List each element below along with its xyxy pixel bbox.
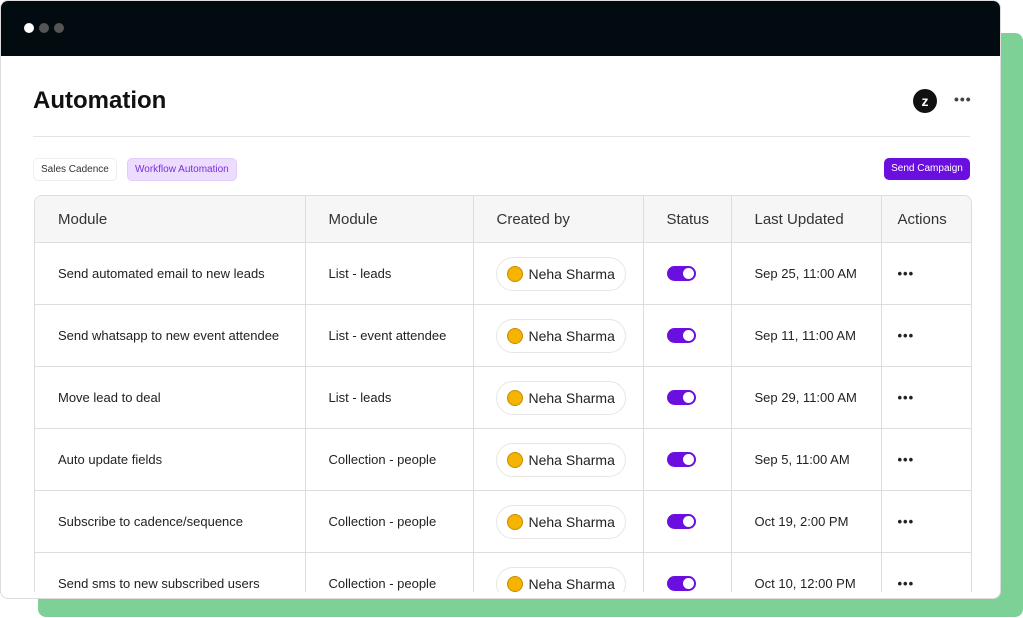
module-name: Send sms to new subscribed users: [35, 552, 306, 592]
column-header: Last Updated: [731, 196, 882, 243]
actions-menu[interactable]: •••: [897, 452, 915, 467]
avatar: [506, 327, 523, 344]
column-header: Module: [35, 196, 306, 243]
window: Automation z ••• Sales Cadence Workflow …: [0, 0, 1001, 599]
avatar: [506, 513, 523, 530]
actions-cell: •••: [881, 242, 971, 305]
creator-name: Neha Sharma: [528, 451, 615, 468]
module-source: List - leads: [305, 366, 474, 429]
column-header: Created by: [473, 196, 644, 243]
creator-cell: Neha Sharma: [473, 366, 644, 429]
creator-cell: Neha Sharma: [473, 552, 644, 592]
actions-cell: •••: [881, 304, 971, 367]
table-row[interactable]: Send whatsapp to new event attendee List …: [35, 304, 971, 367]
table-row[interactable]: Send sms to new subscribed users Collecti…: [35, 552, 971, 592]
creator-cell: Neha Sharma: [473, 428, 644, 491]
creator-name: Neha Sharma: [528, 265, 615, 282]
module-name: Auto update fields: [35, 428, 306, 491]
window-dot: [39, 23, 49, 33]
actions-menu[interactable]: •••: [897, 328, 915, 343]
module-source: List - leads: [305, 242, 474, 305]
status-cell: [643, 428, 732, 491]
title-bar: [1, 1, 1000, 56]
status-toggle[interactable]: [666, 266, 696, 281]
creator-pill: Neha Sharma: [495, 256, 626, 291]
actions-cell: •••: [881, 366, 971, 429]
column-header: Actions: [881, 196, 971, 243]
tab[interactable]: Sales Cadence: [33, 158, 117, 181]
module-source: Collection - people: [305, 428, 474, 491]
creator-cell: Neha Sharma: [473, 242, 644, 305]
module-source: List - event attendee: [305, 304, 474, 367]
actions-cell: •••: [881, 490, 971, 553]
send-campaign-button[interactable]: Send Campaign: [884, 158, 970, 180]
page-title: Automation: [33, 87, 167, 114]
creator-pill: Neha Sharma: [495, 504, 626, 539]
last-updated: Sep 25, 11:00 AM: [731, 242, 882, 305]
status-toggle[interactable]: [666, 452, 696, 467]
creator-pill: Neha Sharma: [495, 442, 626, 477]
avatar: [506, 451, 523, 468]
table-row[interactable]: Auto update fields Collection - people Neh…: [35, 428, 971, 491]
actions-menu[interactable]: •••: [897, 390, 915, 405]
avatar: [506, 265, 523, 282]
window-dot: [24, 23, 34, 33]
tab-active[interactable]: Workflow Automation: [127, 158, 237, 181]
divider: [33, 136, 970, 137]
status-cell: [643, 490, 732, 553]
status-cell: [643, 552, 732, 592]
table-container: Module Module Created by Status Last Updated…: [34, 195, 972, 592]
actions-menu[interactable]: •••: [897, 514, 915, 529]
automation-table: Module Module Created by Status Last Updated…: [35, 196, 971, 592]
creator-cell: Neha Sharma: [473, 304, 644, 367]
status-toggle[interactable]: [666, 514, 696, 529]
last-updated: Sep 11, 11:00 AM: [731, 304, 882, 367]
table-row[interactable]: Send automated email to new leads List - …: [35, 242, 971, 305]
module-name: Send whatsapp to new event attendee: [35, 304, 306, 367]
window-dot: [54, 23, 64, 33]
status-toggle[interactable]: [666, 390, 696, 405]
creator-pill: Neha Sharma: [495, 380, 626, 415]
column-header: Module: [305, 196, 474, 243]
module-name: Send automated email to new leads: [35, 242, 306, 305]
module-name: Subscribe to cadence/sequence: [35, 490, 306, 553]
creator-pill: Neha Sharma: [495, 566, 626, 592]
status-toggle[interactable]: [666, 328, 696, 343]
actions-cell: •••: [881, 428, 971, 491]
module-name: Move lead to deal: [35, 366, 306, 429]
column-header: Status: [643, 196, 732, 243]
creator-pill: Neha Sharma: [495, 318, 626, 353]
status-cell: [643, 242, 732, 305]
last-updated: Oct 19, 2:00 PM: [731, 490, 882, 553]
last-updated: Oct 10, 12:00 PM: [731, 552, 882, 592]
header-row: Module Module Created by Status Last Updated…: [35, 196, 971, 243]
status-toggle[interactable]: [666, 576, 696, 591]
actions-menu[interactable]: •••: [897, 576, 915, 591]
creator-name: Neha Sharma: [528, 389, 615, 406]
creator-name: Neha Sharma: [528, 575, 615, 592]
status-cell: [643, 304, 732, 367]
last-updated: Sep 5, 11:00 AM: [731, 428, 882, 491]
module-source: Collection - people: [305, 552, 474, 592]
avatar: [506, 389, 523, 406]
actions-menu[interactable]: •••: [897, 266, 915, 281]
creator-name: Neha Sharma: [528, 327, 615, 344]
logo[interactable]: z: [913, 89, 937, 113]
avatar: [506, 575, 523, 592]
creator-name: Neha Sharma: [528, 513, 615, 530]
creator-cell: Neha Sharma: [473, 490, 644, 553]
table-row[interactable]: Subscribe to cadence/sequence Collection …: [35, 490, 971, 553]
more-menu[interactable]: •••: [954, 91, 972, 107]
last-updated: Sep 29, 11:00 AM: [731, 366, 882, 429]
module-source: Collection - people: [305, 490, 474, 553]
actions-cell: •••: [881, 552, 971, 592]
table-row[interactable]: Move lead to deal List - leads Neha Sharma…: [35, 366, 971, 429]
status-cell: [643, 366, 732, 429]
